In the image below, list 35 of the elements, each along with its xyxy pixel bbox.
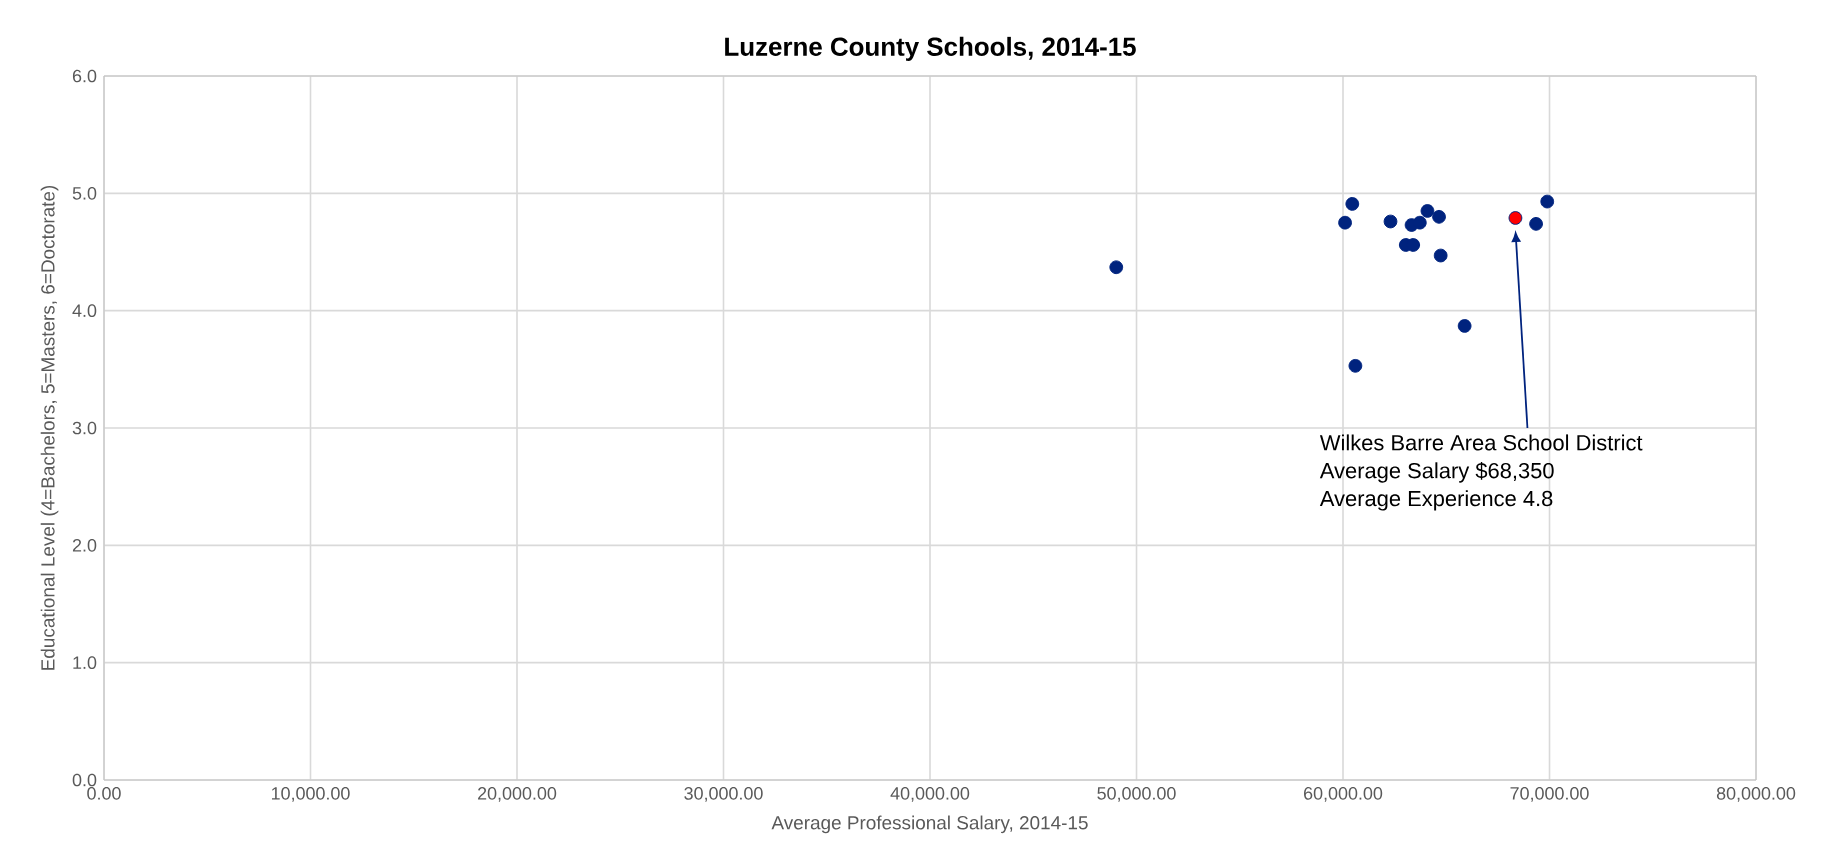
y-tick-label: 2.0 xyxy=(72,538,97,552)
y-tick-label: 0.0 xyxy=(72,773,97,787)
chart-title: Luzerne County Schools, 2014-15 xyxy=(725,36,1136,62)
x-tick-label: 30,000.00 xyxy=(684,787,763,802)
x-tick-label: 60,000.00 xyxy=(1304,787,1383,802)
point xyxy=(1540,194,1555,209)
point xyxy=(1529,216,1543,231)
x-tick-label: 50,000.00 xyxy=(1097,787,1176,802)
x-axis-title: Average Professional Salary, 2014-15 xyxy=(771,815,1088,834)
y-tick-label: 6.0 xyxy=(72,69,97,83)
point xyxy=(1433,248,1448,263)
y-axis-title: Educational Level (4=Bachelors, 5=Masters, 6=Doctorate) xyxy=(40,185,59,670)
x-tick-label: 80,000.00 xyxy=(1716,787,1796,802)
y-tick-label: 4.0 xyxy=(72,304,97,318)
point xyxy=(1383,214,1398,229)
point xyxy=(1508,211,1523,225)
point xyxy=(1338,215,1352,230)
y-tick-label: 5.0 xyxy=(72,186,97,200)
point xyxy=(1432,209,1446,224)
point xyxy=(1457,319,1472,333)
y-tick-label: 1.0 xyxy=(73,656,97,670)
point xyxy=(1345,197,1360,211)
point xyxy=(1348,358,1363,373)
point xyxy=(1109,260,1124,275)
annotation: Average Experience 4.8 xyxy=(1319,490,1553,511)
x-tick-label: 20,000.00 xyxy=(478,787,557,802)
annotation: Wilkes Barre Area School District xyxy=(1319,434,1643,451)
x-tick-label: 0.00 xyxy=(87,787,121,800)
x-tick-label: 70,000.00 xyxy=(1510,787,1589,802)
point xyxy=(1412,215,1427,230)
annotation: Average Salary $68,350 xyxy=(1319,461,1554,483)
x-tick-label: 40,000.00 xyxy=(890,787,970,802)
point xyxy=(1420,204,1435,218)
y-tick-label: 3.0 xyxy=(72,421,97,435)
x-tick-label: 10,000.00 xyxy=(271,787,350,802)
